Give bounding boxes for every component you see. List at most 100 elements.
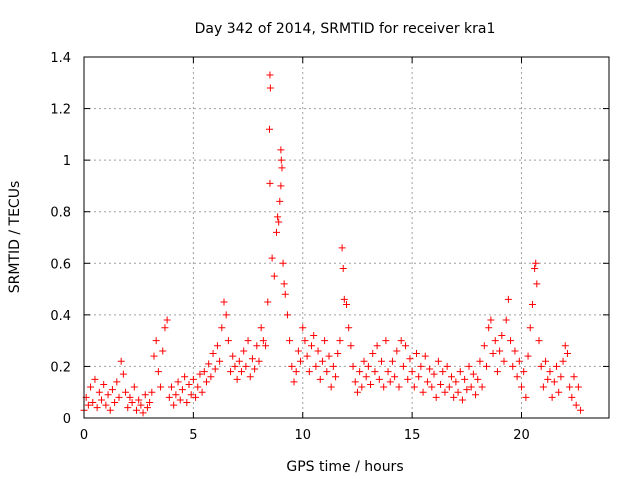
data-point xyxy=(485,324,493,332)
data-point xyxy=(478,383,486,391)
data-point xyxy=(244,337,252,345)
data-point xyxy=(286,337,294,345)
data-point xyxy=(154,368,162,376)
data-point xyxy=(227,368,235,376)
data-point xyxy=(410,383,418,391)
data-point xyxy=(404,375,412,383)
data-point xyxy=(318,357,326,365)
data-point xyxy=(266,125,273,133)
data-point xyxy=(130,383,138,391)
data-point xyxy=(513,373,521,381)
data-point xyxy=(98,396,105,404)
data-point xyxy=(452,378,460,386)
data-point xyxy=(496,347,504,355)
data-point xyxy=(161,324,169,332)
data-point xyxy=(262,342,270,350)
data-point xyxy=(395,383,403,391)
data-point xyxy=(275,218,283,226)
data-point xyxy=(183,399,191,407)
data-point xyxy=(421,352,429,360)
data-point xyxy=(432,393,440,401)
data-point xyxy=(117,357,125,365)
data-point xyxy=(413,350,420,358)
data-point xyxy=(493,368,501,376)
data-point xyxy=(100,380,108,388)
y-tick-label: 1 xyxy=(63,154,71,169)
data-point xyxy=(308,342,315,350)
data-point xyxy=(119,370,127,378)
data-point xyxy=(235,357,243,365)
data-point xyxy=(397,337,405,345)
data-point xyxy=(454,388,462,396)
data-point xyxy=(111,399,119,407)
data-point xyxy=(535,337,543,345)
data-point xyxy=(388,357,396,365)
data-point xyxy=(316,375,324,383)
data-point xyxy=(336,337,344,345)
data-point xyxy=(251,365,259,373)
data-point xyxy=(277,146,285,154)
data-point xyxy=(353,388,361,396)
data-point xyxy=(572,401,580,409)
data-point xyxy=(189,375,197,383)
data-point xyxy=(126,393,134,401)
data-point xyxy=(345,324,353,332)
data-point xyxy=(448,373,455,381)
x-axis-label: GPS time / hours xyxy=(286,459,403,475)
x-tick-label: 5 xyxy=(189,428,197,443)
data-point xyxy=(384,368,392,376)
data-point xyxy=(181,373,189,381)
data-point xyxy=(465,362,473,370)
data-point xyxy=(104,391,112,399)
data-point xyxy=(178,386,186,394)
data-point xyxy=(566,383,574,391)
y-tick-label: 1.2 xyxy=(50,103,71,118)
data-point xyxy=(89,399,97,407)
data-point xyxy=(568,393,576,401)
data-point xyxy=(441,388,449,396)
data-point xyxy=(577,406,585,414)
data-point xyxy=(419,388,427,396)
data-point xyxy=(168,383,175,391)
data-point xyxy=(458,396,466,404)
data-point xyxy=(314,347,322,355)
data-point xyxy=(343,301,350,309)
x-tick-label: 15 xyxy=(404,428,421,443)
data-point xyxy=(402,342,410,350)
data-point xyxy=(257,324,265,332)
data-point xyxy=(476,357,484,365)
data-point xyxy=(187,391,195,399)
data-point xyxy=(264,298,272,306)
data-point xyxy=(358,383,366,391)
data-point xyxy=(428,383,436,391)
data-point xyxy=(194,383,202,391)
data-point xyxy=(305,368,313,376)
data-point xyxy=(574,383,582,391)
data-point xyxy=(378,357,385,365)
data-point xyxy=(329,362,337,370)
data-point xyxy=(248,355,256,363)
data-point xyxy=(393,347,401,355)
data-point xyxy=(266,71,274,79)
data-point xyxy=(561,342,569,350)
data-point xyxy=(360,357,368,365)
data-point xyxy=(299,324,307,332)
data-point xyxy=(408,368,416,376)
data-point xyxy=(205,360,213,368)
data-point xyxy=(152,337,160,345)
data-point xyxy=(325,352,333,360)
data-point xyxy=(297,357,305,365)
data-point xyxy=(218,324,226,332)
data-point xyxy=(323,368,331,376)
data-point xyxy=(150,352,158,360)
data-point xyxy=(524,352,532,360)
data-point xyxy=(515,357,523,365)
data-point xyxy=(334,350,342,358)
data-point xyxy=(133,406,140,414)
data-point xyxy=(93,404,101,412)
data-point xyxy=(369,350,377,358)
data-point xyxy=(192,393,200,401)
data-point xyxy=(443,362,451,370)
data-point xyxy=(351,378,359,386)
data-point xyxy=(277,182,285,190)
